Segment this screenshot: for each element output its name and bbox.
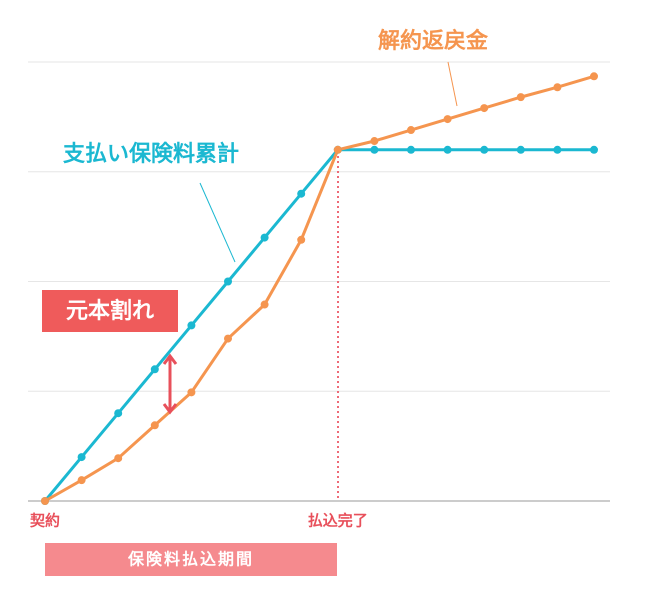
data-point bbox=[297, 189, 306, 198]
data-point bbox=[260, 233, 269, 242]
data-point bbox=[443, 145, 452, 154]
data-point bbox=[370, 137, 379, 146]
series-line bbox=[44, 74, 595, 503]
period-bar bbox=[45, 543, 337, 576]
data-point bbox=[553, 83, 562, 92]
leader-line bbox=[447, 61, 458, 107]
series-label: 解約返戻金 bbox=[378, 28, 489, 54]
data-point bbox=[407, 126, 415, 135]
data-point bbox=[443, 115, 452, 124]
data-point bbox=[187, 388, 196, 397]
data-point bbox=[370, 145, 379, 154]
loss-arrow bbox=[162, 353, 178, 415]
x-tick-label: 払込完了 bbox=[308, 512, 368, 530]
data-point bbox=[333, 145, 342, 154]
data-point bbox=[114, 454, 123, 463]
data-point bbox=[224, 334, 232, 343]
data-point bbox=[590, 72, 598, 81]
series-label: 支払い保険料累計 bbox=[63, 141, 239, 167]
data-point bbox=[480, 145, 489, 154]
data-point bbox=[77, 453, 86, 462]
data-point bbox=[224, 277, 232, 286]
plot bbox=[41, 72, 598, 505]
period-label: 保険料払込期間 bbox=[127, 550, 254, 569]
data-point bbox=[590, 145, 598, 154]
series-line bbox=[43, 148, 594, 502]
data-point bbox=[114, 409, 123, 418]
data-point bbox=[297, 235, 306, 244]
data-point bbox=[260, 300, 269, 309]
loss-badge bbox=[42, 290, 178, 332]
data-point bbox=[516, 93, 525, 102]
data-point bbox=[41, 497, 49, 505]
data-point bbox=[150, 365, 159, 374]
data-point bbox=[77, 476, 86, 485]
data-point bbox=[150, 421, 159, 430]
grid bbox=[28, 61, 610, 502]
loss-label: 元本割れ bbox=[66, 298, 154, 324]
data-point bbox=[553, 145, 562, 154]
data-point bbox=[407, 145, 415, 154]
leader-line bbox=[199, 182, 236, 263]
data-point bbox=[187, 321, 196, 330]
data-point bbox=[480, 104, 489, 113]
x-tick-label: 契約 bbox=[29, 512, 60, 530]
data-point bbox=[516, 145, 525, 154]
